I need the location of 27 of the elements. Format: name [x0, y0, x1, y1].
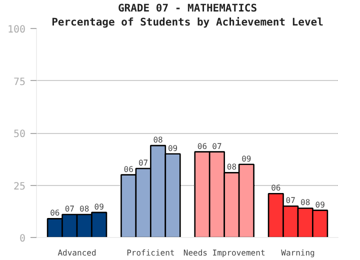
chart-title: GRADE 07 - MATHEMATICS: [118, 2, 258, 14]
text: 09: [168, 144, 178, 153]
chart-subtitle: Percentage of Students by Achievement Level: [52, 16, 324, 28]
text: 08: [226, 162, 237, 172]
text: 07: [286, 196, 296, 206]
text: 06: [124, 164, 134, 174]
text: 09: [242, 154, 252, 164]
series-label: 06: [50, 208, 60, 218]
x-tick-label: Advanced: [58, 248, 96, 258]
text: 07: [138, 158, 148, 168]
text: 06: [271, 184, 281, 193]
series-label: 07: [64, 204, 75, 214]
x-tick-label: Needs Improvement: [183, 248, 266, 258]
series-label: 09: [94, 202, 104, 212]
y-tick-label: 50: [13, 129, 26, 140]
x-tick-label: Proficient: [126, 248, 175, 258]
text: 08: [300, 198, 310, 208]
text: 08: [153, 136, 163, 145]
series-label: 08: [80, 204, 90, 214]
text: 06: [197, 142, 208, 151]
y-tick-label: 100: [7, 24, 26, 36]
text: 09: [315, 200, 325, 210]
text: 07: [212, 142, 222, 151]
y-tick-label: 75: [13, 76, 26, 88]
y-tick-label: 0: [19, 234, 26, 244]
x-tick-label: Warning: [281, 248, 316, 258]
y-tick-label: 25: [13, 181, 26, 192]
